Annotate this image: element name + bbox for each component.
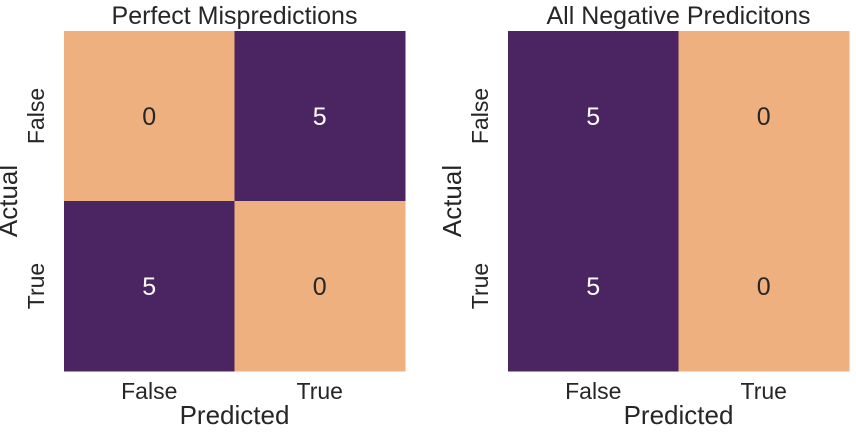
cell-value-label: 5 — [586, 273, 600, 301]
heatmap-cell — [678, 31, 850, 202]
y-axis-label: Actual — [437, 165, 467, 237]
chart-title: Perfect Mispredictions — [112, 2, 358, 30]
y-tick-label: True — [467, 263, 493, 309]
heatmap-cell — [234, 201, 406, 372]
heatmap-cell — [234, 31, 406, 202]
cell-value-label: 0 — [313, 273, 327, 301]
heatmap-cell — [64, 201, 235, 372]
x-axis-label: Predicted — [624, 400, 734, 430]
y-tick-label: False — [467, 88, 493, 144]
heatmap-cell — [64, 31, 235, 202]
cell-value-label: 0 — [757, 273, 771, 301]
y-tick-label: True — [23, 263, 49, 309]
cell-value-label: 0 — [757, 103, 771, 131]
x-tick-label: True — [297, 378, 343, 404]
cell-value-label: 5 — [313, 103, 327, 131]
x-tick-label: True — [741, 378, 787, 404]
cell-value-label: 5 — [142, 273, 156, 301]
heatmap-cell — [508, 201, 679, 372]
heatmap-cell — [508, 31, 679, 202]
x-axis-label: Predicted — [180, 400, 290, 430]
y-tick-label: False — [23, 88, 49, 144]
chart-title: All Negative Predicitons — [546, 2, 810, 30]
heatmap-cell — [678, 201, 850, 372]
y-axis-label: Actual — [0, 165, 23, 237]
x-tick-label: False — [565, 378, 621, 404]
x-tick-label: False — [121, 378, 177, 404]
cell-value-label: 0 — [142, 103, 156, 131]
cell-value-label: 5 — [586, 103, 600, 131]
